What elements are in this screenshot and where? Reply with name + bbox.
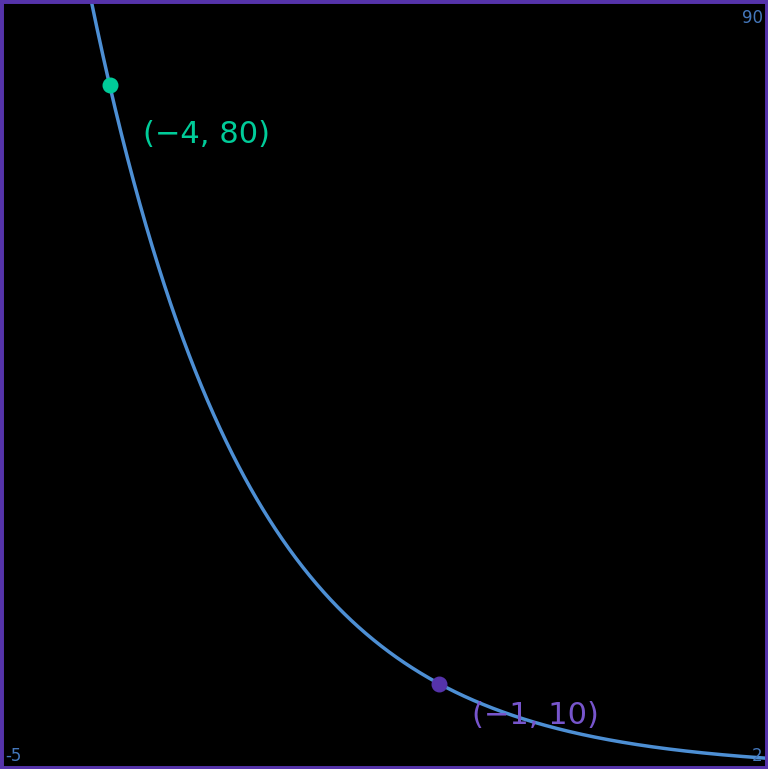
Point [432, 677, 445, 690]
Point [104, 79, 116, 92]
Text: 2: 2 [752, 747, 763, 764]
Text: 90: 90 [742, 8, 763, 27]
Text: (−4, 80): (−4, 80) [143, 120, 270, 148]
Text: (−1, 10): (−1, 10) [472, 701, 598, 730]
Text: -5: -5 [5, 747, 22, 764]
